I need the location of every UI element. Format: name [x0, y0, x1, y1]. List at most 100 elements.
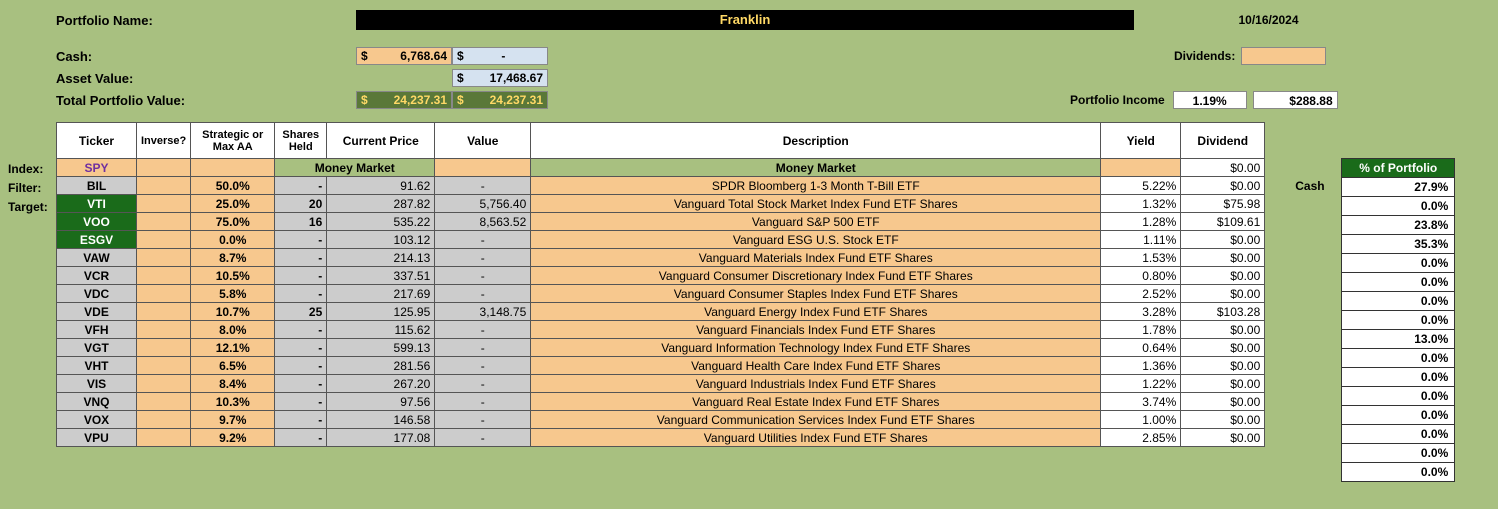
strategic-cell[interactable]: 6.5% — [191, 357, 275, 375]
ticker-cell[interactable]: VOX — [57, 411, 137, 429]
dividend-cell: $0.00 — [1181, 285, 1265, 303]
yield-cell: 3.28% — [1101, 303, 1181, 321]
inverse-cell[interactable] — [137, 267, 191, 285]
money-market-row: SPY Money Market Money Market $0.00 — [57, 159, 1265, 177]
dollar-sign: $ — [361, 93, 368, 107]
strategic-cell[interactable]: 8.7% — [191, 249, 275, 267]
shares-cell[interactable]: - — [275, 411, 327, 429]
portf-cash-pct: 27.9% — [1342, 178, 1455, 197]
shares-cell[interactable]: - — [275, 177, 327, 195]
dividend-cell: $0.00 — [1181, 321, 1265, 339]
shares-cell[interactable]: 25 — [275, 303, 327, 321]
cash-amount: 6,768.64 — [400, 49, 447, 63]
description-cell: Vanguard Materials Index Fund ETF Shares — [531, 249, 1101, 267]
portf-row: 0.0% — [1342, 273, 1455, 292]
strategic-cell[interactable]: 12.1% — [191, 339, 275, 357]
inverse-cell[interactable] — [137, 357, 191, 375]
portf-pct-cell: 0.0% — [1342, 349, 1455, 368]
value-cell: - — [435, 393, 531, 411]
dividend-cell: $109.61 — [1181, 213, 1265, 231]
inverse-cell[interactable] — [137, 285, 191, 303]
strategic-cell[interactable]: 75.0% — [191, 213, 275, 231]
mm-ticker[interactable]: SPY — [57, 159, 137, 177]
value-cell: - — [435, 321, 531, 339]
shares-cell[interactable]: 16 — [275, 213, 327, 231]
ticker-cell[interactable]: VOO — [57, 213, 137, 231]
ticker-cell[interactable]: VPU — [57, 429, 137, 447]
price-cell: 97.56 — [327, 393, 435, 411]
strategic-cell[interactable]: 9.2% — [191, 429, 275, 447]
ticker-cell[interactable]: VTI — [57, 195, 137, 213]
strategic-cell[interactable]: 8.0% — [191, 321, 275, 339]
shares-cell[interactable]: - — [275, 231, 327, 249]
ticker-cell[interactable]: VDC — [57, 285, 137, 303]
ticker-cell[interactable]: VDE — [57, 303, 137, 321]
shares-cell[interactable]: - — [275, 357, 327, 375]
inverse-cell[interactable] — [137, 231, 191, 249]
dividends-input[interactable] — [1241, 47, 1326, 65]
inverse-cell[interactable] — [137, 429, 191, 447]
shares-cell[interactable]: - — [275, 321, 327, 339]
strategic-cell[interactable]: 9.7% — [191, 411, 275, 429]
portf-pct-cell: 0.0% — [1342, 311, 1455, 330]
dollar-sign: $ — [457, 49, 464, 63]
inverse-cell[interactable] — [137, 303, 191, 321]
inverse-cell[interactable] — [137, 411, 191, 429]
row-category-labels: Index: Filter: Target: — [8, 122, 56, 217]
ticker-cell[interactable]: VFH — [57, 321, 137, 339]
inverse-cell[interactable] — [137, 195, 191, 213]
ticker-cell[interactable]: VGT — [57, 339, 137, 357]
portf-row: 0.0% — [1342, 311, 1455, 330]
inverse-cell[interactable] — [137, 339, 191, 357]
yield-cell: 0.64% — [1101, 339, 1181, 357]
strategic-cell[interactable]: 5.8% — [191, 285, 275, 303]
shares-cell[interactable]: - — [275, 339, 327, 357]
value-cell: - — [435, 231, 531, 249]
inverse-cell[interactable] — [137, 321, 191, 339]
value-cell: 5,756.40 — [435, 195, 531, 213]
shares-cell[interactable]: - — [275, 249, 327, 267]
ticker-cell[interactable]: VAW — [57, 249, 137, 267]
strategic-cell[interactable]: 0.0% — [191, 231, 275, 249]
yield-cell: 1.78% — [1101, 321, 1181, 339]
ticker-cell[interactable]: BIL — [57, 177, 137, 195]
inverse-cell[interactable] — [137, 375, 191, 393]
shares-cell[interactable]: - — [275, 429, 327, 447]
price-cell: 125.95 — [327, 303, 435, 321]
portfolio-name-value[interactable]: Franklin — [356, 10, 1134, 30]
portf-pct-cell: 0.0% — [1342, 425, 1455, 444]
shares-cell[interactable]: - — [275, 285, 327, 303]
strategic-cell[interactable]: 8.4% — [191, 375, 275, 393]
price-cell: 535.22 — [327, 213, 435, 231]
dividend-cell: $75.98 — [1181, 195, 1265, 213]
portfolio-name-label: Portfolio Name: — [56, 13, 356, 28]
ticker-cell[interactable]: VHT — [57, 357, 137, 375]
portf-row: 13.0% — [1342, 330, 1455, 349]
ticker-cell[interactable]: VIS — [57, 375, 137, 393]
total-amount-2: 24,237.31 — [490, 93, 543, 107]
yield-cell: 5.22% — [1101, 177, 1181, 195]
strategic-cell[interactable]: 50.0% — [191, 177, 275, 195]
dollar-sign: $ — [361, 49, 368, 63]
strategic-cell[interactable]: 10.3% — [191, 393, 275, 411]
shares-cell[interactable]: - — [275, 267, 327, 285]
inverse-cell[interactable] — [137, 177, 191, 195]
ticker-cell[interactable]: ESGV — [57, 231, 137, 249]
inverse-cell[interactable] — [137, 213, 191, 231]
yield-cell: 3.74% — [1101, 393, 1181, 411]
filter-label: Filter: — [8, 179, 56, 198]
cash-value-cell[interactable]: $ 6,768.64 — [356, 47, 452, 65]
dividend-cell: $0.00 — [1181, 357, 1265, 375]
inverse-cell[interactable] — [137, 393, 191, 411]
inverse-cell[interactable] — [137, 249, 191, 267]
value-cell: - — [435, 339, 531, 357]
strategic-cell[interactable]: 25.0% — [191, 195, 275, 213]
ticker-cell[interactable]: VCR — [57, 267, 137, 285]
strategic-cell[interactable]: 10.7% — [191, 303, 275, 321]
shares-cell[interactable]: - — [275, 375, 327, 393]
dividend-cell: $0.00 — [1181, 411, 1265, 429]
strategic-cell[interactable]: 10.5% — [191, 267, 275, 285]
ticker-cell[interactable]: VNQ — [57, 393, 137, 411]
shares-cell[interactable]: - — [275, 393, 327, 411]
shares-cell[interactable]: 20 — [275, 195, 327, 213]
